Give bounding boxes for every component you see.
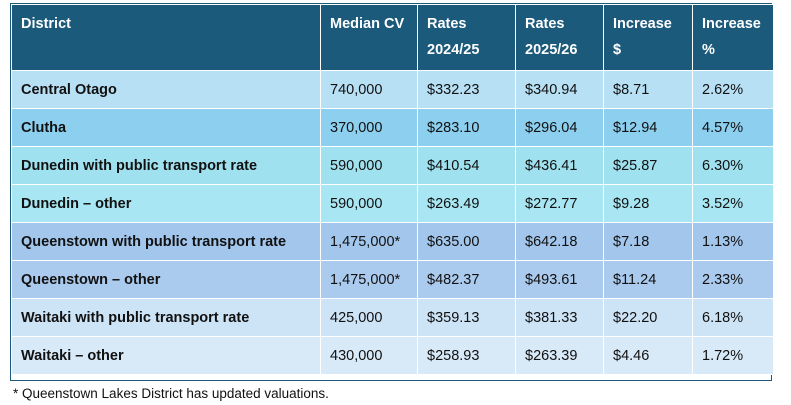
cell-district: Queenstown – other xyxy=(11,260,321,299)
cell-district: Clutha xyxy=(11,108,321,147)
cell-median-cv: 1,475,000* xyxy=(320,260,418,299)
cell-rates-2025-26: $381.33 xyxy=(515,298,604,337)
cell-rates-2024-25: $635.00 xyxy=(417,222,516,261)
cell-increase-dollar: $7.18 xyxy=(603,222,693,261)
cell-district: Waitaki with public transport rate xyxy=(11,298,321,337)
cell-increase-percent: 1.72% xyxy=(692,336,774,375)
cell-rates-2024-25: $410.54 xyxy=(417,146,516,185)
cell-rates-2024-25: $332.23 xyxy=(417,70,516,109)
cell-increase-percent: 6.18% xyxy=(692,298,774,337)
cell-rates-2024-25: $263.49 xyxy=(417,184,516,223)
cell-rates-2025-26: $296.04 xyxy=(515,108,604,147)
cell-district: Waitaki – other xyxy=(11,336,321,375)
cell-increase-percent: 1.13% xyxy=(692,222,774,261)
footnote: * Queenstown Lakes District has updated … xyxy=(13,386,329,401)
table-header-row: District Median CV Rates 2024/25 Rates 202… xyxy=(11,4,774,71)
table-row: Dunedin – other 590,000 $263.49 $272.77 … xyxy=(11,184,774,223)
cell-median-cv: 1,475,000* xyxy=(320,222,418,261)
cell-rates-2024-25: $283.10 xyxy=(417,108,516,147)
cell-district: Dunedin with public transport rate xyxy=(11,146,321,185)
header-increase-dollar: Increase $ xyxy=(603,4,693,71)
cell-median-cv: 425,000 xyxy=(320,298,418,337)
cell-increase-dollar: $12.94 xyxy=(603,108,693,147)
table-row: Queenstown – other 1,475,000* $482.37 $4… xyxy=(11,260,774,299)
header-district: District xyxy=(11,4,321,71)
cell-increase-percent: 4.57% xyxy=(692,108,774,147)
header-rates-2025-26: Rates 2025/26 xyxy=(515,4,604,71)
cell-rates-2025-26: $272.77 xyxy=(515,184,604,223)
cell-median-cv: 430,000 xyxy=(320,336,418,375)
cell-increase-percent: 3.52% xyxy=(692,184,774,223)
cell-increase-dollar: $4.46 xyxy=(603,336,693,375)
table-row: Dunedin with public transport rate 590,0… xyxy=(11,146,774,185)
table-row: Waitaki with public transport rate 425,0… xyxy=(11,298,774,337)
cell-rates-2025-26: $263.39 xyxy=(515,336,604,375)
cell-median-cv: 370,000 xyxy=(320,108,418,147)
table-row: Clutha 370,000 $283.10 $296.04 $12.94 4.… xyxy=(11,108,774,147)
cell-rates-2025-26: $340.94 xyxy=(515,70,604,109)
table-row: Central Otago 740,000 $332.23 $340.94 $8… xyxy=(11,70,774,109)
cell-increase-percent: 2.33% xyxy=(692,260,774,299)
cell-rates-2025-26: $493.61 xyxy=(515,260,604,299)
cell-increase-dollar: $22.20 xyxy=(603,298,693,337)
header-median-cv: Median CV xyxy=(320,4,418,71)
cell-median-cv: 590,000 xyxy=(320,146,418,185)
cell-increase-dollar: $9.28 xyxy=(603,184,693,223)
cell-increase-percent: 6.30% xyxy=(692,146,774,185)
cell-rates-2025-26: $436.41 xyxy=(515,146,604,185)
rates-table: District Median CV Rates 2024/25 Rates 202… xyxy=(11,4,774,375)
header-rates-2024-25: Rates 2024/25 xyxy=(417,4,516,71)
cell-district: Dunedin – other xyxy=(11,184,321,223)
table-row: Waitaki – other 430,000 $258.93 $263.39 … xyxy=(11,336,774,375)
cell-rates-2025-26: $642.18 xyxy=(515,222,604,261)
cell-district: Central Otago xyxy=(11,70,321,109)
cell-increase-dollar: $25.87 xyxy=(603,146,693,185)
cell-district: Queenstown with public transport rate xyxy=(11,222,321,261)
cell-median-cv: 740,000 xyxy=(320,70,418,109)
cell-increase-dollar: $8.71 xyxy=(603,70,693,109)
cell-increase-percent: 2.62% xyxy=(692,70,774,109)
header-increase-percent: Increase% xyxy=(692,4,774,71)
cell-rates-2024-25: $258.93 xyxy=(417,336,516,375)
cell-increase-dollar: $11.24 xyxy=(603,260,693,299)
cell-median-cv: 590,000 xyxy=(320,184,418,223)
table-row: Queenstown with public transport rate 1,… xyxy=(11,222,774,261)
cell-rates-2024-25: $482.37 xyxy=(417,260,516,299)
cell-rates-2024-25: $359.13 xyxy=(417,298,516,337)
